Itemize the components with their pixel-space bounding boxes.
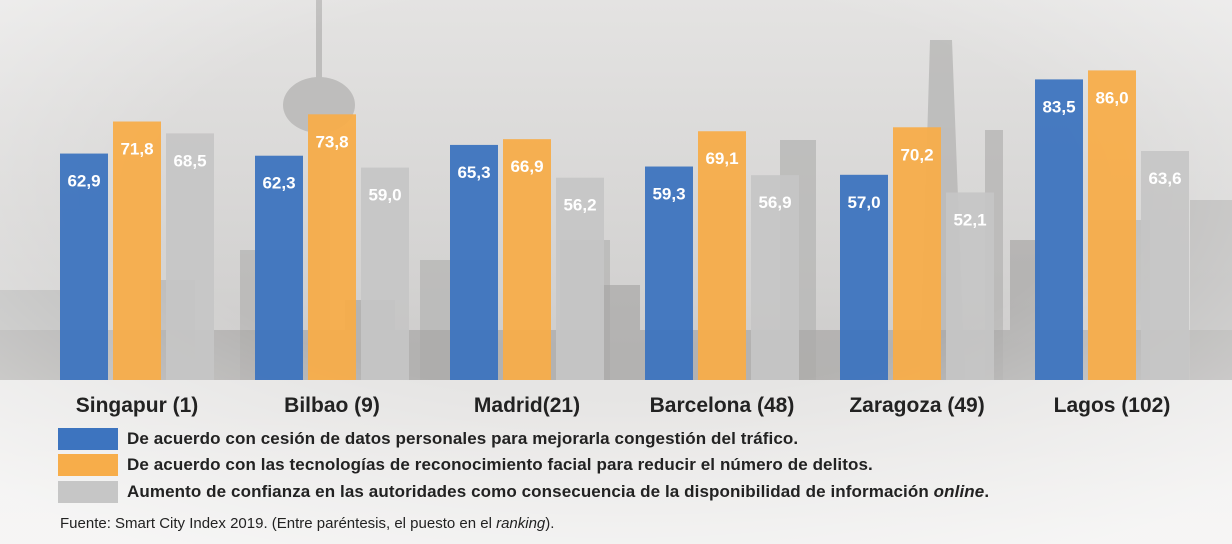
bar-series3-0: [166, 133, 214, 380]
category-label-3: Barcelona (48): [650, 394, 795, 417]
bar-series2-2: [503, 139, 551, 380]
data-label-series1-3: 59,3: [652, 185, 685, 204]
data-label-series1-1: 62,3: [262, 174, 295, 193]
legend-label-gray: Aumento de confianza en las autoridades …: [127, 482, 989, 502]
bar-series3-3: [751, 175, 799, 380]
legend-item-orange: De acuerdo con las tecnologías de recono…: [58, 454, 873, 476]
bar-series2-5: [1088, 70, 1136, 381]
bar-series3-5: [1141, 151, 1189, 380]
bar-series1-5: [1035, 79, 1083, 381]
data-label-series2-0: 71,8: [120, 140, 153, 159]
bar-series1-2: [450, 144, 498, 380]
data-label-series1-2: 65,3: [457, 163, 490, 182]
data-label-series3-4: 52,1: [953, 210, 986, 229]
bar-series1-4: [840, 174, 888, 380]
legend-label-gray-main: Aumento de confianza en las autoridades …: [127, 482, 934, 501]
source-em: ranking: [496, 515, 546, 532]
bar-series2-0: [113, 121, 161, 381]
bar-series2-3: [698, 131, 746, 380]
bar-series2-1: [308, 114, 356, 380]
data-label-series3-2: 56,2: [563, 196, 596, 215]
bar-series3-2: [556, 177, 604, 380]
legend-label-orange: De acuerdo con las tecnologías de recono…: [127, 455, 873, 474]
bar-series3-1: [361, 167, 409, 380]
legend-item-blue: De acuerdo con cesión de datos personale…: [58, 428, 798, 450]
bar-series3-4: [946, 192, 994, 380]
category-label-1: Bilbao (9): [284, 394, 380, 417]
source-note: Fuente: Smart City Index 2019. (Entre pa…: [60, 515, 554, 532]
data-label-series2-4: 70,2: [900, 145, 933, 164]
bar-series1-1: [255, 155, 303, 380]
legend-swatch-blue: [58, 428, 118, 450]
legend-label-gray-em: online: [933, 482, 985, 501]
legend-swatch-orange: [58, 454, 118, 476]
data-label-series3-1: 59,0: [368, 186, 401, 205]
bar-series2-4: [893, 127, 941, 380]
data-label-series2-2: 66,9: [510, 157, 543, 176]
data-label-series3-5: 63,6: [1148, 169, 1181, 188]
data-label-series2-3: 69,1: [705, 149, 738, 168]
legend-label-gray-end: .: [984, 482, 990, 501]
data-label-series2-1: 73,8: [315, 132, 348, 151]
source-prefix: Fuente: Smart City Index 2019. (Entre pa…: [60, 515, 497, 532]
category-label-0: Singapur (1): [76, 394, 199, 417]
bar-series1-0: [60, 153, 108, 380]
bar-series1-3: [645, 166, 693, 380]
category-label-4: Zaragoza (49): [849, 394, 984, 417]
data-label-series1-5: 83,5: [1042, 97, 1075, 116]
data-label-series2-5: 86,0: [1095, 88, 1128, 107]
legend-label-blue: De acuerdo con cesión de datos personale…: [127, 429, 799, 448]
category-label-5: Lagos (102): [1054, 394, 1171, 417]
data-label-series3-3: 56,9: [758, 193, 791, 212]
legend-swatch-gray: [58, 481, 118, 503]
data-label-series3-0: 68,5: [173, 151, 206, 170]
legend-item-gray: Aumento de confianza en las autoridades …: [58, 481, 989, 503]
data-label-series1-0: 62,9: [67, 172, 100, 191]
category-label-2: Madrid(21): [474, 394, 580, 417]
data-label-series1-4: 57,0: [847, 193, 880, 212]
source-suffix: ).: [545, 515, 555, 532]
